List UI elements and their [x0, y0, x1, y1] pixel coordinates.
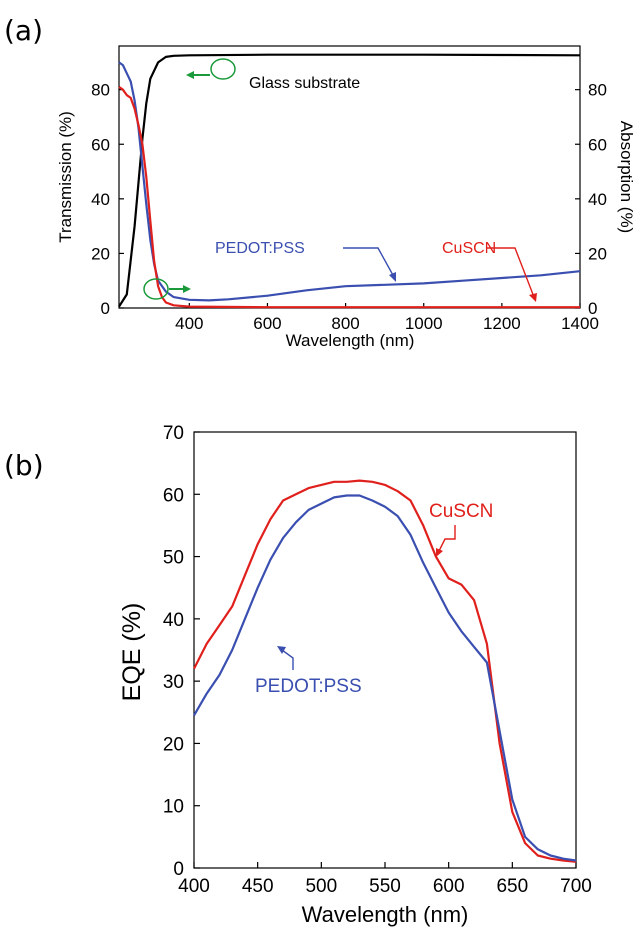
pedot-pointer-b-head [277, 646, 286, 654]
cuscn-pointer-a-head [529, 293, 537, 302]
pedot-label-b: PEDOT:PSS [255, 676, 362, 697]
pedot-pointer-a [343, 248, 394, 277]
panel-b-ytick-label: 10 [163, 797, 184, 818]
panel-a-ytick-label: 0 [101, 299, 110, 318]
panel-a-ylabel-right: Absorption (%) [617, 121, 636, 233]
panel-b-xlabel: Wavelength (nm) [302, 902, 469, 927]
glass-marker-circle [211, 59, 235, 79]
absorption-arrow-right-head [183, 285, 191, 293]
panel-b-xtick-label: 550 [369, 876, 401, 897]
panel-b-xtick-label: 500 [305, 876, 337, 897]
panel-a-ytick-label: 80 [91, 81, 110, 100]
panel-a-label: (a) [4, 14, 43, 47]
panel-a-ytick-right-label: 80 [588, 81, 607, 100]
panel-b-ytick-label: 60 [163, 485, 184, 506]
panel-a-xtick-label: 600 [253, 314, 281, 333]
panel-b-xtick-label: 700 [560, 876, 592, 897]
panel-b-ytick-label: 50 [163, 548, 184, 569]
panel-b-frame [194, 432, 576, 868]
panel-a-ytick-label: 20 [91, 244, 110, 263]
cuscn-label-b: CuSCN [429, 501, 493, 522]
panel-b-ytick-label: 0 [173, 859, 184, 880]
panel-b-xtick-label: 650 [496, 876, 528, 897]
panel-b-ytick-label: 70 [163, 423, 184, 444]
panel-a-ytick-right-label: 0 [588, 299, 597, 318]
panel-a-ytick-right-label: 60 [588, 135, 607, 154]
panel-a-ytick-label: 40 [91, 190, 110, 209]
panel-b-ytick-label: 40 [163, 610, 184, 631]
panel-a-xtick-label: 1200 [483, 314, 521, 333]
pedot-pointer-a-head [389, 272, 396, 282]
panel-a-series-cuscn [119, 87, 580, 307]
panel-a-ylabel: Transmission (%) [56, 111, 75, 243]
panel-b-ytick-label: 20 [163, 734, 184, 755]
panel-b-xtick-label: 450 [242, 876, 274, 897]
panel-a-ytick-right-label: 40 [588, 190, 607, 209]
glass-arrow-left-head [186, 71, 194, 79]
panel-a-ytick-label: 60 [91, 135, 110, 154]
panel-b-ytick-label: 30 [163, 672, 184, 693]
panel-b-series-cuscn [194, 481, 576, 862]
panel-a-series-glass-substrate [119, 55, 580, 307]
panel-a-xlabel: Wavelength (nm) [286, 331, 415, 350]
glass-substrate-label: Glass substrate [249, 75, 360, 92]
panel-b-ylabel: EQE (%) [118, 603, 146, 702]
panel-b-series-pedot-pss [194, 496, 576, 861]
pedot-label-a: PEDOT:PSS [215, 240, 305, 257]
pedot-pointer-b [282, 650, 293, 670]
panel-b-xtick-label: 600 [433, 876, 465, 897]
panel-a-ytick-right-label: 20 [588, 244, 607, 263]
panel-a-xtick-label: 400 [175, 314, 203, 333]
panel-b-label: (b) [4, 449, 44, 482]
cuscn-pointer-b [439, 525, 455, 551]
panel-a-series-pedot-pss [119, 62, 580, 300]
